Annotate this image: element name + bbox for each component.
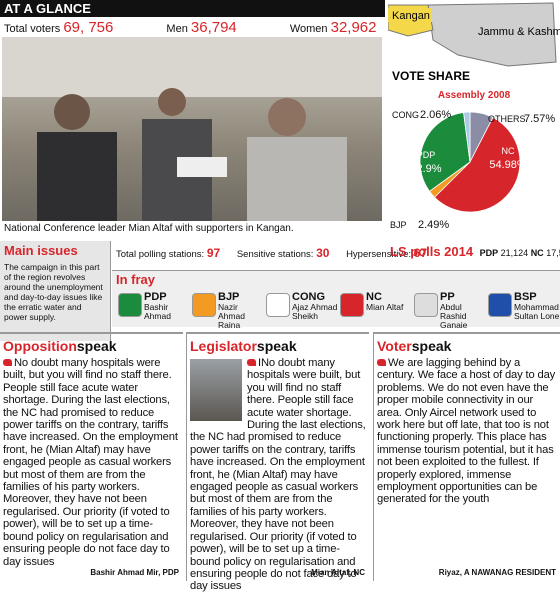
party-logo [118, 293, 142, 317]
stat-label: Men [166, 23, 188, 35]
ls-title: LS polls 2014 [390, 244, 474, 259]
ls-polls: LS polls 2014 PDP 21,124 NC 17,517 [390, 244, 560, 259]
pie-slice [419, 111, 471, 192]
poll-label: Total polling stations: [116, 249, 205, 260]
stat-value: 32,962 [330, 19, 377, 36]
quote-suffix: speak [411, 338, 452, 354]
quote-title: Opposition [3, 338, 77, 354]
slice-value: 32.9% [410, 163, 441, 175]
quote-text: INo doubt many hospitals were built, but… [190, 357, 366, 593]
slice-label: BJP [390, 220, 407, 230]
polling: Total polling stations: 97 Sensitive sta… [116, 246, 441, 260]
quote-suffix: speak [76, 338, 117, 354]
party-logo [340, 293, 364, 317]
chart-title: VOTE SHARE [392, 70, 470, 83]
candidate-party: NC [366, 291, 382, 303]
quote-column: Legislatorspeak INo doubt many hospitals… [186, 332, 369, 592]
candidate-name: Nazir Ahmad Raina [218, 302, 245, 330]
candidate-name: Mian Altaf [366, 302, 404, 312]
slice-value: 54.98% [489, 159, 527, 171]
quote-text: We are lagging behind by a century. We f… [377, 357, 556, 506]
poll-value: 67 [413, 246, 428, 260]
candidate-party: PDP [144, 291, 167, 303]
header: AT A GLANCE [0, 0, 385, 17]
main-issues: Main issues The campaign in this part of… [0, 241, 111, 341]
slice-label: OTHERS [488, 114, 526, 124]
quote-attribution: Mian Altaf, NC [311, 568, 365, 577]
quote-title: Voter [377, 338, 412, 354]
party-logo [192, 293, 216, 317]
candidate-party: BJP [218, 291, 240, 303]
ls-votes: 17,517 [546, 248, 560, 258]
main-issues-title: Main issues [4, 243, 78, 258]
stats: Total voters 69, 756 Men 36,794 Women 32… [4, 19, 384, 36]
party-logo [266, 293, 290, 317]
quote-mark [3, 359, 12, 366]
quote-column: Oppositionspeak No doubt many hospitals … [0, 332, 183, 581]
stat-value: 69, 756 [63, 19, 114, 36]
ls-votes: 21,124 [500, 248, 529, 258]
candidate-party: CONG [292, 291, 325, 303]
quote-title: Legislator [190, 338, 257, 354]
ls-party: PDP [479, 248, 499, 258]
candidate-name: Bashir Ahmad [144, 302, 171, 321]
quote-text: No doubt many hospitals were built, but … [3, 357, 178, 568]
map-state: Jammu & Kashmir [478, 26, 560, 38]
map: Kangan Jammu & Kashmir [388, 2, 560, 67]
poll-label: Hypersensitive: [346, 249, 412, 260]
candidate-name: Abdul Rashid Ganaie [440, 302, 468, 330]
candidate-name: Ajaz Ahmad Sheikh [292, 302, 338, 321]
photo-caption: National Conference leader Mian Altaf wi… [4, 223, 294, 234]
quote-mark [247, 359, 256, 366]
stat-label: Women [289, 23, 328, 35]
candidate-party: BSP [514, 291, 537, 303]
slice-value: 2.06% [420, 109, 451, 121]
pie-slice [433, 117, 521, 213]
ls-party: NC [530, 248, 544, 258]
quote-attribution: Bashir Ahmad Mir, PDP [90, 568, 179, 577]
pie-slice [463, 111, 471, 163]
portrait [190, 359, 242, 421]
in-fray: In fray PDP Bashir Ahmad BJP Nazir Ahmad Ra… [112, 270, 560, 330]
slice-value: 7.57% [524, 113, 555, 125]
party-logo [488, 293, 512, 317]
photo-art [2, 37, 382, 221]
quote-mark [377, 359, 386, 366]
quote-suffix: speak [256, 338, 297, 354]
slice-value: 2.49% [418, 219, 449, 231]
main-issues-text: The campaign in this part of the region … [4, 262, 103, 322]
quote-column: Voterspeak We are lagging behind by a ce… [373, 332, 560, 581]
slice-label: NC [502, 146, 515, 156]
quote-attribution: Riyaz, A NAWANAG RESIDENT [438, 568, 556, 577]
poll-value: 30 [316, 246, 330, 260]
slice-label: PDP [417, 150, 436, 160]
stat-label: Total voters [4, 23, 61, 35]
candidate-name: Mohammad Sultan Lone [514, 302, 560, 321]
candidate-party: PP [440, 291, 455, 303]
in-fray-title: In fray [116, 272, 156, 287]
party-logo [414, 293, 438, 317]
slice-label: CONG [392, 110, 419, 120]
map-place: Kangan [392, 10, 430, 22]
poll-value: 97 [206, 246, 221, 260]
stat-value: 36,794 [190, 19, 237, 36]
photo [2, 37, 382, 221]
chart-subtitle: Assembly 2008 [438, 90, 511, 101]
poll-label: Sensitive stations: [236, 249, 314, 260]
